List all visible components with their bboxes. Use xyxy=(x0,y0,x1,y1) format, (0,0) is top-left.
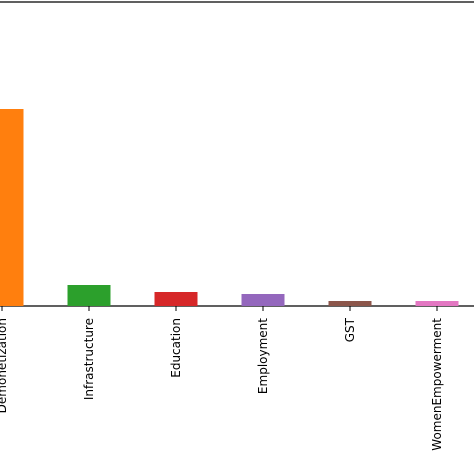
bar-employment xyxy=(241,294,285,306)
axes-frame xyxy=(0,1,474,307)
x-tick-labels: Demonetization Infrastructure Education Emp… xyxy=(0,317,444,450)
bar-womenempowerment xyxy=(415,301,459,306)
tick-label-education: Education xyxy=(169,318,183,378)
tick-label-demonetization: Demonetization xyxy=(0,318,9,413)
tick-label-gst: GST xyxy=(343,317,357,342)
bar-education xyxy=(154,292,198,306)
x-ticks xyxy=(1,306,438,311)
bar-gst xyxy=(328,301,372,306)
tick-label-womenempowerment: WomenEmpowerment xyxy=(430,318,444,451)
tick-label-infrastructure: Infrastructure xyxy=(82,318,96,400)
bar-infrastructure xyxy=(67,285,111,306)
bar-demonetization xyxy=(0,109,24,306)
bars xyxy=(0,109,459,306)
tick-label-employment: Employment xyxy=(256,318,270,394)
